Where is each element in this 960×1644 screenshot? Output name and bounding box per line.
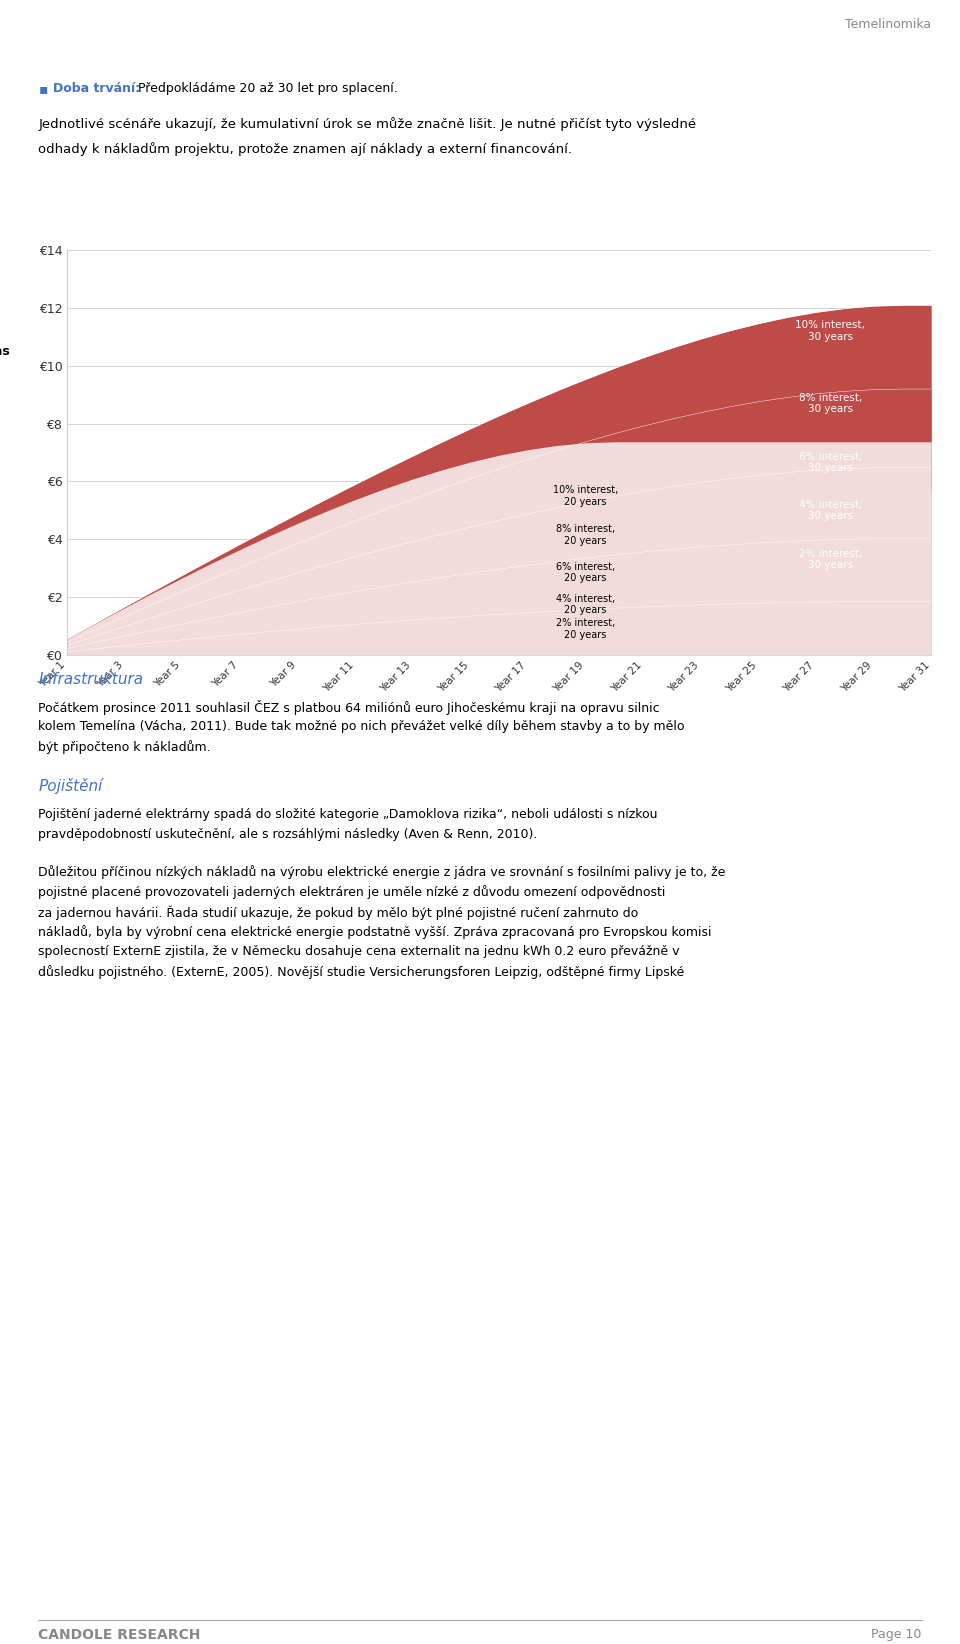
Text: 10% interest,
30 years: 10% interest, 30 years bbox=[796, 321, 865, 342]
Text: 6% interest,
30 years: 6% interest, 30 years bbox=[799, 452, 862, 473]
Text: ▪: ▪ bbox=[38, 82, 48, 95]
Text: Důležitou příčinou nízkých nákladů na výrobu elektrické energie z jádra ve srovn: Důležitou příčinou nízkých nákladů na vý… bbox=[38, 865, 726, 880]
Text: nákladů, byla by výrobní cena elektrické energie podstatně vyšší. Zpráva zpracov: nákladů, byla by výrobní cena elektrické… bbox=[38, 926, 712, 939]
Text: Temelinomika: Temelinomika bbox=[845, 18, 931, 31]
Text: kolem Temelína (Vácha, 2011). Bude tak možné po nich převážet velké díly během s: kolem Temelína (Vácha, 2011). Bude tak m… bbox=[38, 720, 684, 733]
Text: spolecností ExternE zjistila, že v Německu dosahuje cena externalit na jednu kWh: spolecností ExternE zjistila, že v Němec… bbox=[38, 945, 680, 958]
Text: 4% interest,
20 years: 4% interest, 20 years bbox=[556, 593, 615, 615]
Text: pojistné placené provozovateli jaderných elektráren je uměle nízké z důvodu omez: pojistné placené provozovateli jaderných… bbox=[38, 884, 666, 899]
Text: Pojištění: Pojištění bbox=[38, 778, 103, 794]
Text: Kumulovaný úrok splatný na €5.6 miliard půjčku s rozdíným trváním a úrokem: Kumulovaný úrok splatný na €5.6 miliard … bbox=[74, 229, 564, 243]
Text: Page 10: Page 10 bbox=[872, 1628, 922, 1641]
Text: Billions: Billions bbox=[0, 345, 11, 358]
Text: Doba trvání:: Doba trvání: bbox=[53, 82, 140, 95]
Text: Jednotlivé scénáře ukazují, že kumulativní úrok se může značně lišit. Je nutné p: Jednotlivé scénáře ukazují, že kumulativ… bbox=[38, 117, 697, 132]
Text: 6% interest,
20 years: 6% interest, 20 years bbox=[556, 562, 615, 584]
Text: Počátkem prosince 2011 souhlasil ČEZ s platbou 64 miliónů euro Jihočeskému kraji: Počátkem prosince 2011 souhlasil ČEZ s p… bbox=[38, 700, 660, 715]
Text: Pojištění jaderné elektrárny spadá do složité kategorie „Damoklova rizika“, nebo: Pojištění jaderné elektrárny spadá do sl… bbox=[38, 807, 658, 820]
Text: odhady k nákladům projektu, protože znamen ají náklady a externí financování.: odhady k nákladům projektu, protože znam… bbox=[38, 141, 572, 156]
Text: CANDOLE RESEARCH: CANDOLE RESEARCH bbox=[38, 1628, 201, 1642]
Text: 10% interest,
20 years: 10% interest, 20 years bbox=[553, 485, 618, 506]
Text: 2% interest,
30 years: 2% interest, 30 years bbox=[799, 549, 862, 570]
Text: pravděpodobností uskutečnění, ale s rozsáhlými následky (Aven & Renn, 2010).: pravděpodobností uskutečnění, ale s rozs… bbox=[38, 829, 538, 842]
Text: za jadernou havárii. Řada studií ukazuje, že pokud by mělo být plné pojistné ruč: za jadernou havárii. Řada studií ukazuje… bbox=[38, 904, 638, 919]
Text: 8% interest,
30 years: 8% interest, 30 years bbox=[799, 393, 862, 414]
Text: 2% interest,
20 years: 2% interest, 20 years bbox=[556, 618, 615, 640]
Text: Infrastruktura: Infrastruktura bbox=[38, 672, 144, 687]
Text: Předpokládáme 20 až 30 let pro splacení.: Předpokládáme 20 až 30 let pro splacení. bbox=[134, 82, 398, 95]
Text: 4% interest,
30 years: 4% interest, 30 years bbox=[799, 500, 862, 521]
Text: důsledku pojistného. (ExternE, 2005). Novější studie Versicherungsforen Leipzig,: důsledku pojistného. (ExternE, 2005). No… bbox=[38, 965, 684, 978]
Text: 8% interest,
20 years: 8% interest, 20 years bbox=[556, 524, 615, 546]
Text: být připočteno k nákladům.: být připočteno k nákladům. bbox=[38, 740, 211, 755]
